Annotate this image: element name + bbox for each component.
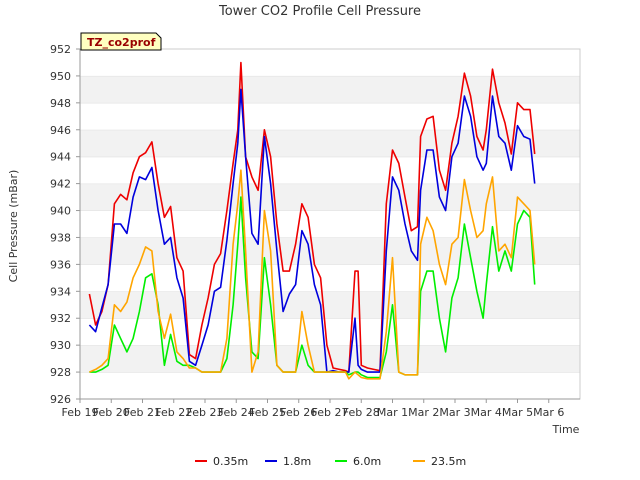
- x-tick-label: Mar 1: [377, 406, 408, 419]
- legend-label: 6.0m: [353, 455, 381, 468]
- chart-title: Tower CO2 Profile Cell Pressure: [218, 4, 421, 19]
- y-axis: 926 928 930 932 934 936 938 940 942 944 946 948 950 9…: [50, 43, 81, 406]
- series-line-0.35m: [88, 61, 536, 373]
- legend-label: 1.8m: [283, 455, 311, 468]
- x-tick-label: Feb 23: [187, 406, 224, 419]
- x-tick-label: Feb 22: [155, 406, 192, 419]
- y-tick-label: 932: [50, 312, 71, 325]
- x-tick-label: Mar 6: [533, 406, 564, 419]
- site-tag: TZ_co2prof: [80, 32, 162, 51]
- x-tick-label: Mar 5: [502, 406, 533, 419]
- x-tick-label: Feb 25: [249, 406, 286, 419]
- grid-band: [80, 291, 580, 319]
- series-layer: [88, 61, 536, 380]
- legend-label: 0.35m: [213, 455, 248, 468]
- x-tick-label: Feb 19: [62, 406, 99, 419]
- y-tick-label: 948: [50, 97, 71, 110]
- grid-bands: [80, 48, 580, 399]
- site-tag-label: TZ_co2prof: [87, 36, 156, 49]
- x-tick-label: Mar 3: [439, 406, 470, 419]
- x-tick-label: Feb 20: [93, 406, 130, 419]
- x-tick-label: Feb 24: [218, 406, 255, 419]
- grid-band: [80, 49, 580, 76]
- x-tick-label: Feb 21: [124, 406, 161, 419]
- legend: 0.35m 1.8m 6.0m 23.5m: [195, 455, 466, 468]
- x-tick-label: Feb 27: [312, 406, 349, 419]
- series-line-1.8m: [88, 88, 536, 373]
- y-tick-label: 952: [50, 43, 71, 56]
- x-axis-title: Time: [552, 423, 580, 436]
- y-tick-label: 942: [50, 178, 71, 191]
- series-line-23.5m: [89, 169, 536, 380]
- grid-band: [80, 318, 580, 346]
- grid-band: [80, 156, 580, 184]
- y-tick-label: 938: [50, 231, 71, 244]
- legend-label: 23.5m: [431, 455, 466, 468]
- x-tick-label: Mar 4: [471, 406, 502, 419]
- y-tick-label: 946: [50, 124, 71, 137]
- y-tick-label: 940: [50, 205, 71, 218]
- grid-band: [80, 372, 580, 399]
- x-tick-label: Mar 2: [408, 406, 439, 419]
- y-tick-label: 934: [50, 285, 71, 298]
- y-tick-label: 928: [50, 366, 71, 379]
- x-tick-label: Feb 28: [343, 406, 380, 419]
- y-tick-label: 950: [50, 70, 71, 83]
- y-tick-label: 944: [50, 151, 71, 164]
- grid-band: [80, 210, 580, 238]
- y-axis-title: Cell Pressure (mBar): [7, 170, 20, 283]
- grid-band: [80, 264, 580, 292]
- y-tick-label: 930: [50, 339, 71, 352]
- y-tick-label: 926: [50, 393, 71, 406]
- y-tick-label: 936: [50, 258, 71, 271]
- grid-band: [80, 75, 580, 103]
- x-tick-label: Feb 26: [280, 406, 317, 419]
- grid-band: [80, 129, 580, 157]
- grid-band: [80, 183, 580, 211]
